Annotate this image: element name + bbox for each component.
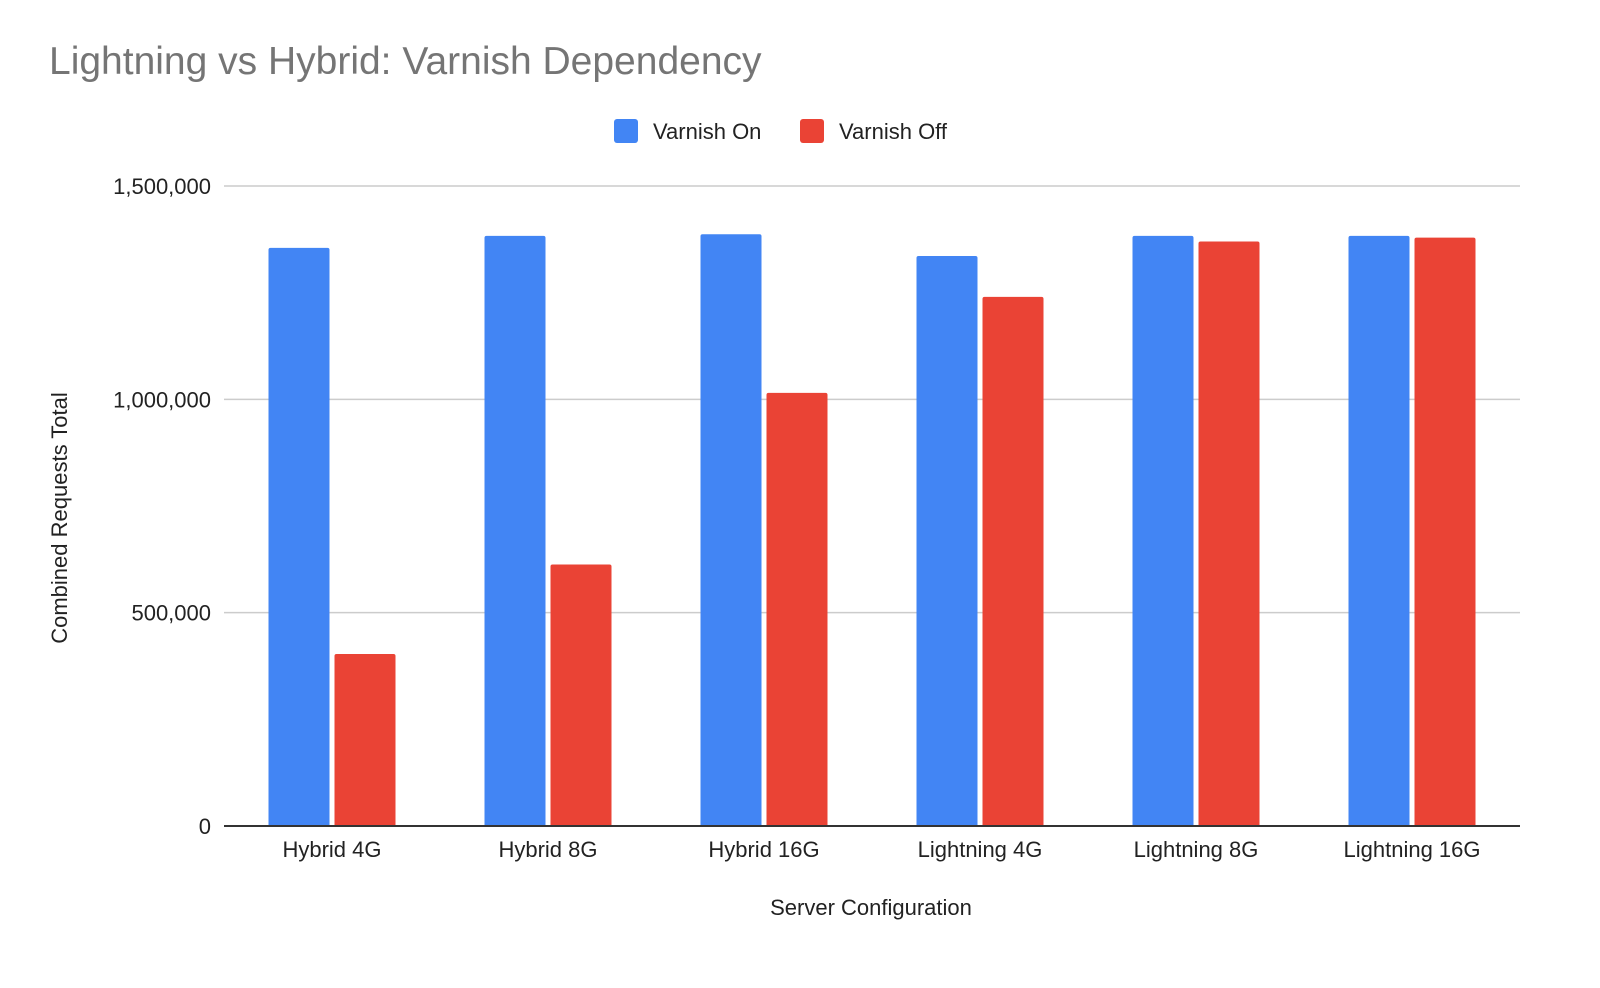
bar-varnish-on [268, 247, 330, 826]
gridlines [224, 185, 1520, 614]
bar-varnish-off [334, 654, 396, 826]
y-tick-label: 0 [199, 814, 211, 839]
legend-swatch [614, 119, 638, 143]
legend-swatch [800, 119, 824, 143]
legend-label: Varnish On [653, 119, 761, 144]
bars [268, 234, 1476, 827]
y-tick-label: 500,000 [131, 601, 211, 626]
y-axis-title: Combined Requests Total [47, 392, 72, 644]
bar-varnish-on [700, 234, 762, 827]
bar-varnish-on [1132, 235, 1194, 827]
y-tick-label: 1,000,000 [113, 387, 211, 412]
x-tick-label: Hybrid 8G [498, 837, 597, 862]
bar-varnish-off [982, 296, 1044, 826]
bar-varnish-off [1414, 237, 1476, 827]
bar-varnish-on [916, 255, 978, 826]
chart-title: Lightning vs Hybrid: Varnish Dependency [49, 40, 762, 83]
x-tick-label: Hybrid 4G [282, 837, 381, 862]
legend: Varnish On Varnish Off [614, 119, 948, 144]
y-tick-label: 1,500,000 [113, 174, 211, 199]
x-axis-ticks: Hybrid 4G Hybrid 8G Hybrid 16G Lightning 4G… [282, 837, 1480, 862]
x-tick-label: Lightning 16G [1344, 837, 1481, 862]
y-axis-ticks: 0 500,000 1,000,000 1,500,000 [113, 174, 211, 839]
legend-label: Varnish Off [839, 119, 948, 144]
bar-varnish-on [1348, 235, 1410, 827]
bar-varnish-off [550, 564, 612, 826]
x-tick-label: Lightning 4G [918, 837, 1043, 862]
bar-varnish-on [484, 235, 546, 827]
x-tick-label: Lightning 8G [1134, 837, 1259, 862]
bar-varnish-off [766, 392, 828, 826]
bar-varnish-off [1198, 241, 1260, 826]
x-tick-label: Hybrid 16G [708, 837, 819, 862]
x-axis-title: Server Configuration [770, 895, 972, 920]
